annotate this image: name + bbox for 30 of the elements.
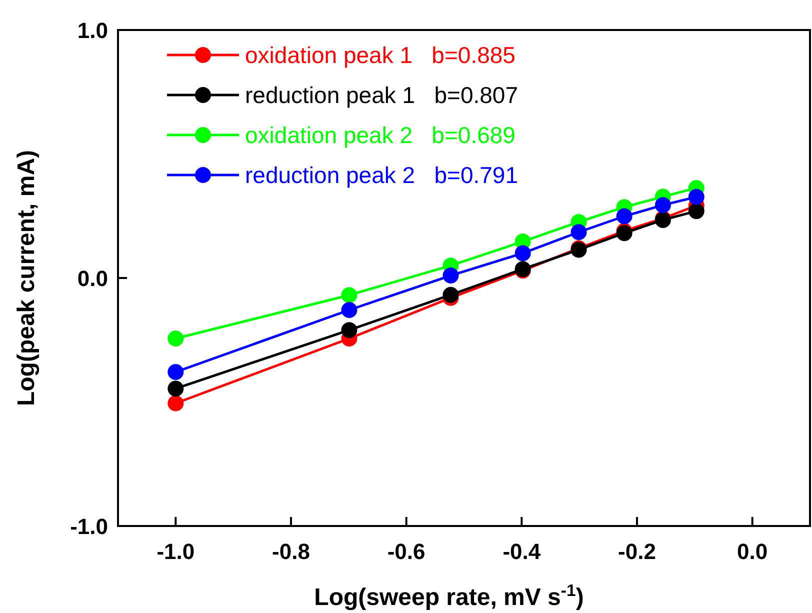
y-tick-label: -1.0 <box>70 514 108 539</box>
y-tick-label: 0.0 <box>77 266 108 291</box>
point <box>514 245 531 262</box>
point <box>168 330 184 347</box>
legend-label: reduction peak 1 b=0.807 <box>245 82 518 108</box>
point <box>688 188 704 205</box>
point <box>616 208 632 224</box>
point <box>688 203 704 220</box>
point <box>341 287 358 304</box>
point <box>442 268 459 284</box>
x-tick-label: 0.0 <box>737 539 768 564</box>
point <box>168 364 184 380</box>
legend-label: reduction peak 2 b=0.791 <box>245 162 518 188</box>
x-tick-label: -1.0 <box>156 539 195 564</box>
point <box>168 395 184 412</box>
x-tick-label: -0.4 <box>502 539 542 564</box>
legend-label: oxidation peak 1 b=0.885 <box>245 42 516 68</box>
x-tick-label: -0.6 <box>387 539 426 564</box>
x-tick-label: -0.2 <box>618 539 656 564</box>
y-axis-title: Log(peak current, mA) <box>13 150 40 406</box>
point <box>341 322 358 338</box>
y-tick-label: 1.0 <box>77 18 108 43</box>
x-axis-title: Log(sweep rate, mV s$^{-1}$) <box>314 580 584 611</box>
legend-label: oxidation peak 2 b=0.689 <box>245 122 516 148</box>
point <box>654 197 671 214</box>
point <box>168 380 184 397</box>
point <box>442 286 459 303</box>
point <box>341 302 358 318</box>
x-tick-label: -0.8 <box>272 539 310 564</box>
point <box>570 224 587 240</box>
